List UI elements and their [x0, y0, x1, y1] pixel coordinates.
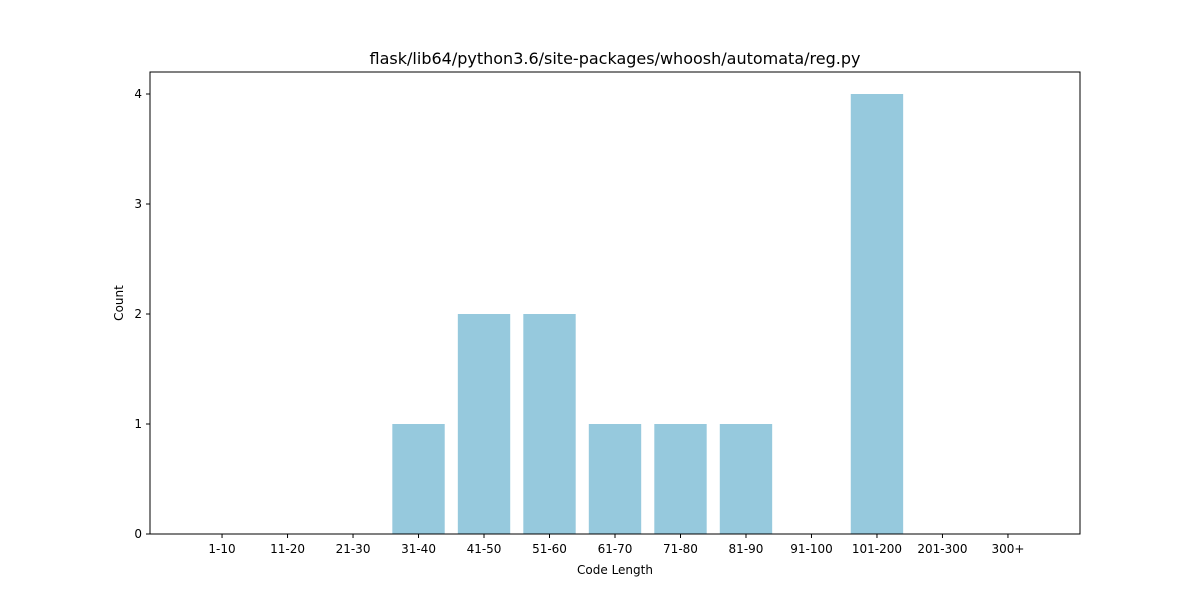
y-tick-label: 1 — [134, 417, 142, 431]
bar-71-80 — [654, 424, 707, 534]
bar-61-70 — [588, 424, 642, 534]
x-tick-label: 300+ — [991, 542, 1024, 556]
x-tick-label: 71-80 — [663, 542, 698, 556]
chart-title: flask/lib64/python3.6/site-packages/whoo… — [370, 49, 861, 68]
bar-31-40 — [392, 424, 445, 534]
plot-frame — [149, 71, 1081, 535]
x-tick-label: 201-300 — [917, 542, 967, 556]
y-tick-label: 2 — [134, 307, 142, 321]
y-tick-label: 0 — [134, 527, 142, 541]
bar-41-50 — [457, 314, 511, 534]
bar-81-90 — [719, 424, 773, 534]
x-tick-label: 91-100 — [790, 542, 833, 556]
y-axis-label: Count — [112, 285, 126, 321]
y-axis-ticks: 0 1 2 3 4 — [134, 87, 150, 541]
x-tick-label: 21-30 — [336, 542, 371, 556]
bars-group — [392, 94, 904, 534]
y-tick-label: 4 — [134, 87, 142, 101]
y-tick-label: 3 — [134, 197, 142, 211]
x-tick-label: 31-40 — [401, 542, 436, 556]
x-tick-label: 11-20 — [270, 542, 305, 556]
x-axis-ticks: 1-10 11-20 21-30 31-40 41-50 51-60 61-70 71-80 8… — [208, 534, 1024, 556]
x-tick-label: 51-60 — [532, 542, 567, 556]
x-axis-label: Code Length — [577, 563, 653, 577]
x-tick-label: 41-50 — [467, 542, 502, 556]
x-tick-label: 1-10 — [208, 542, 235, 556]
x-tick-label: 101-200 — [852, 542, 902, 556]
bar-51-60 — [523, 314, 576, 534]
x-tick-label: 61-70 — [598, 542, 633, 556]
x-tick-label: 81-90 — [729, 542, 764, 556]
bar-101-200 — [850, 94, 904, 534]
